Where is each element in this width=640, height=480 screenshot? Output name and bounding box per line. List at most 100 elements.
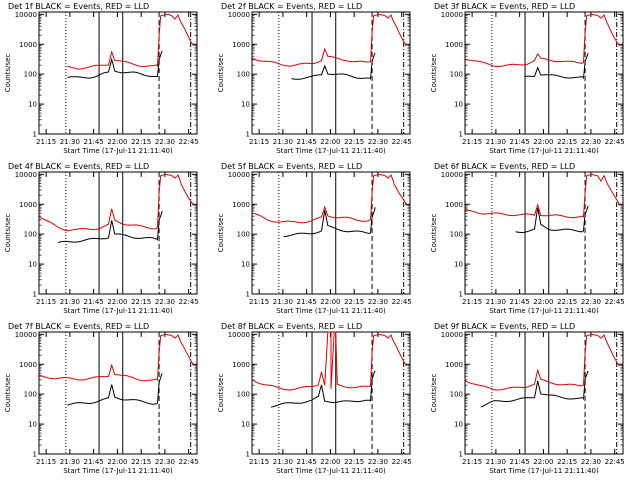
chart-panel-3: Det 3f BLACK = Events, RED = LLD 1 10 100 10… xyxy=(430,2,625,155)
x-tick-label: 22:45 xyxy=(179,138,199,146)
series-line-lld xyxy=(251,173,408,224)
y-tick-label: 10 xyxy=(241,421,250,429)
y-tick-label: 1 xyxy=(246,291,250,299)
y-axis-label: Counts/sec xyxy=(217,214,225,253)
x-axis-label: Start Time (17-Jul-11 21:11:40) xyxy=(63,147,173,155)
panel-title: Det 1f BLACK = Events, RED = LLD xyxy=(8,2,149,11)
y-tick-label: 100 xyxy=(24,391,37,399)
y-axis-label: Counts/sec xyxy=(430,214,438,253)
x-tick-label: 21:30 xyxy=(273,138,293,146)
x-tick-label: 21:45 xyxy=(84,138,104,146)
series-line-events xyxy=(67,50,163,79)
x-tick-label: 22:00 xyxy=(533,298,553,306)
y-tick-label: 1000 xyxy=(19,201,37,209)
plot-frame xyxy=(38,11,198,135)
x-axis-label: Start Time (17-Jul-11 21:11:40) xyxy=(276,147,386,155)
y-tick-label: 10 xyxy=(28,261,37,269)
y-tick-label: 1 xyxy=(33,131,37,139)
x-tick-label: 21:15 xyxy=(249,298,269,306)
y-tick-label: 1000 xyxy=(445,201,463,209)
plot-frame xyxy=(464,331,624,455)
panel-title: Det 7f BLACK = Events, RED = LLD xyxy=(8,322,149,331)
plot-frame xyxy=(38,171,198,295)
y-tick-label: 100 xyxy=(24,71,37,79)
y-tick-label: 10000 xyxy=(228,11,250,19)
x-axis-label: Start Time (17-Jul-11 21:11:40) xyxy=(489,467,599,475)
x-axis-label: Start Time (17-Jul-11 21:11:40) xyxy=(489,147,599,155)
series-line-events xyxy=(57,210,163,243)
chart-panel-4: Det 4f BLACK = Events, RED = LLD 1 10 100 10… xyxy=(4,162,199,315)
y-axis-label: Counts/sec xyxy=(4,54,12,93)
x-tick-label: 21:45 xyxy=(297,458,317,466)
y-tick-label: 10 xyxy=(454,101,463,109)
panel-title: Det 5f BLACK = Events, RED = LLD xyxy=(221,162,362,171)
series-line-lld xyxy=(38,333,195,382)
chart-panel-1: Det 1f BLACK = Events, RED = LLD 1 10 100 10… xyxy=(4,2,199,155)
x-tick-label: 22:30 xyxy=(155,138,175,146)
x-tick-label: 22:00 xyxy=(320,458,340,466)
y-tick-label: 1 xyxy=(33,291,37,299)
x-tick-label: 21:45 xyxy=(297,298,317,306)
y-tick-label: 1 xyxy=(459,451,463,459)
series-line-events xyxy=(67,373,163,406)
x-tick-label: 21:30 xyxy=(273,298,293,306)
y-tick-label: 1000 xyxy=(19,361,37,369)
y-tick-label: 10 xyxy=(28,101,37,109)
chart-panel-5: Det 5f BLACK = Events, RED = LLD 1 10 100 10… xyxy=(217,162,412,315)
y-tick-label: 10000 xyxy=(228,331,250,339)
x-tick-label: 22:15 xyxy=(344,138,364,146)
x-tick-label: 22:15 xyxy=(344,298,364,306)
x-tick-label: 22:30 xyxy=(581,298,601,306)
x-tick-label: 22:45 xyxy=(179,298,199,306)
y-tick-label: 10000 xyxy=(441,331,463,339)
y-tick-label: 10 xyxy=(241,261,250,269)
y-tick-label: 10000 xyxy=(15,171,37,179)
y-axis-label: Counts/sec xyxy=(4,374,12,413)
y-tick-label: 1000 xyxy=(445,361,463,369)
x-axis-label: Start Time (17-Jul-11 21:11:40) xyxy=(63,467,173,475)
series-line-events xyxy=(525,53,589,80)
x-tick-label: 21:30 xyxy=(486,458,506,466)
x-axis-label: Start Time (17-Jul-11 21:11:40) xyxy=(63,307,173,315)
x-tick-label: 21:45 xyxy=(510,138,530,146)
x-tick-label: 22:45 xyxy=(605,458,625,466)
panel-title: Det 9f BLACK = Events, RED = LLD xyxy=(434,322,575,331)
x-tick-label: 22:15 xyxy=(131,138,151,146)
panel-title: Det 4f BLACK = Events, RED = LLD xyxy=(8,162,149,171)
panel-title: Det 3f BLACK = Events, RED = LLD xyxy=(434,2,575,11)
x-tick-label: 21:45 xyxy=(84,458,104,466)
x-tick-label: 22:30 xyxy=(368,138,388,146)
chart-panel-6: Det 6f BLACK = Events, RED = LLD 1 10 100 10… xyxy=(430,162,625,315)
y-tick-label: 100 xyxy=(237,231,250,239)
series-line-lld xyxy=(465,173,621,219)
y-tick-label: 1000 xyxy=(232,41,250,49)
x-tick-label: 22:15 xyxy=(344,458,364,466)
y-tick-label: 1 xyxy=(459,131,463,139)
y-tick-label: 10000 xyxy=(441,11,463,19)
x-tick-label: 22:30 xyxy=(368,458,388,466)
y-tick-label: 100 xyxy=(450,391,463,399)
x-tick-label: 21:45 xyxy=(84,298,104,306)
plot-frame xyxy=(251,171,411,295)
x-axis-label: Start Time (17-Jul-11 21:11:40) xyxy=(489,307,599,315)
plot-frame xyxy=(38,331,198,455)
x-tick-label: 22:15 xyxy=(557,458,577,466)
x-tick-label: 21:15 xyxy=(36,138,56,146)
series-line-lld xyxy=(251,331,407,391)
y-tick-label: 10000 xyxy=(15,11,37,19)
x-tick-label: 21:30 xyxy=(486,138,506,146)
x-tick-label: 22:45 xyxy=(605,298,625,306)
series-line-lld xyxy=(38,173,195,232)
x-tick-label: 22:00 xyxy=(107,138,127,146)
y-tick-label: 100 xyxy=(237,71,250,79)
x-tick-label: 21:15 xyxy=(249,458,269,466)
y-tick-label: 100 xyxy=(450,71,463,79)
x-tick-label: 22:00 xyxy=(533,138,553,146)
series-line-lld xyxy=(67,13,195,70)
x-tick-label: 22:30 xyxy=(155,458,175,466)
x-tick-label: 22:15 xyxy=(131,458,151,466)
x-tick-label: 22:15 xyxy=(131,298,151,306)
x-tick-label: 22:00 xyxy=(320,138,340,146)
y-axis-label: Counts/sec xyxy=(217,374,225,413)
x-tick-label: 22:45 xyxy=(392,298,412,306)
